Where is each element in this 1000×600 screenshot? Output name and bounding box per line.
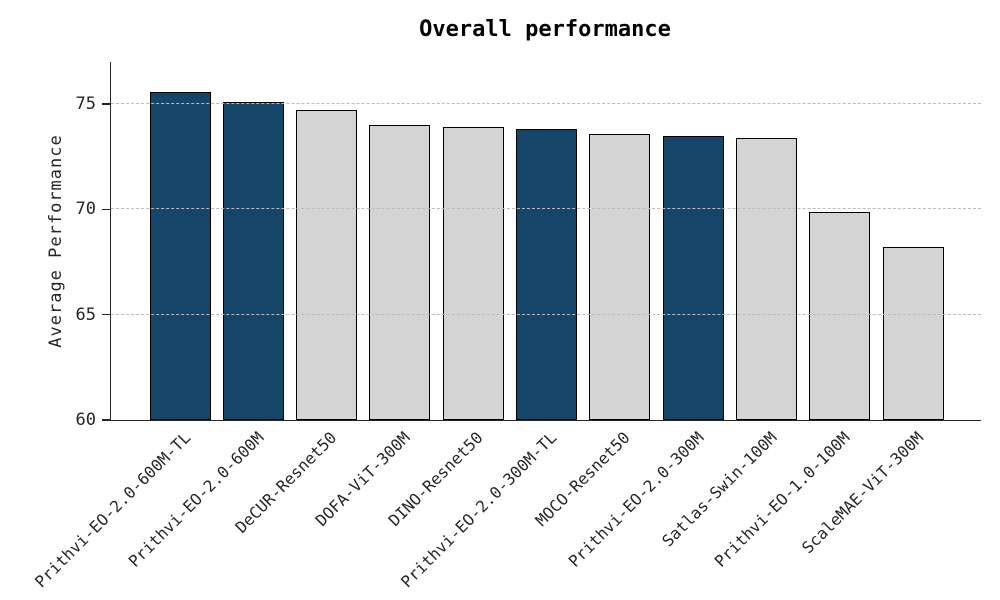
y-tick-mark-60 — [102, 419, 110, 421]
bar-DOFA-ViT-300M — [369, 125, 431, 420]
x-tick-label-ScaleMAE-ViT-300M: ScaleMAE-ViT-300M — [797, 428, 927, 558]
gridline-y-70 — [110, 208, 981, 210]
bar-Satlas-Swin-100M — [735, 137, 797, 420]
y-tick-mark-70 — [102, 208, 110, 211]
chart-title: Overall performance — [419, 17, 671, 42]
y-tick-label-75: 75 — [75, 94, 96, 115]
bar-Prithvi-EO-2.0-600M — [222, 102, 284, 420]
y-tick-mark-65 — [102, 313, 110, 316]
bar-ScaleMAE-ViT-300M — [882, 247, 944, 420]
y-tick-label-65: 65 — [75, 304, 96, 325]
bar-Prithvi-EO-2.0-300M-TL — [516, 129, 577, 420]
bar-DeCUR-Resnet50 — [296, 110, 358, 420]
plot-area — [109, 62, 981, 421]
bar-Prithvi-EO-2.0-600M-TL — [149, 91, 211, 420]
bar-DINO-Resnet50 — [442, 127, 504, 420]
x-tick-label-Prithvi-EO-1.0-100M: Prithvi-EO-1.0-100M — [710, 428, 854, 571]
x-tick-label-Prithvi-EO-2.0-600M-TL: Prithvi-EO-2.0-600M-TL — [30, 428, 194, 592]
x-tick-label-Prithvi-EO-2.0-300M: Prithvi-EO-2.0-300M — [564, 428, 708, 571]
bar-Prithvi-EO-2.0-300M — [662, 135, 724, 420]
x-tick-label-Prithvi-EO-2.0-600M: Prithvi-EO-2.0-600M — [124, 428, 268, 571]
x-tick-label-Prithvi-EO-2.0-300M-TL: Prithvi-EO-2.0-300M-TL — [397, 428, 561, 592]
gridline-y-75 — [110, 103, 981, 105]
bar-MOCO-Resnet50 — [589, 133, 651, 420]
y-tick-mark-75 — [102, 103, 110, 105]
y-tick-label-70: 70 — [75, 199, 96, 220]
bar-Prithvi-EO-1.0-100M — [809, 211, 871, 420]
y-tick-label-60: 60 — [75, 410, 96, 430]
gridline-y-65 — [110, 313, 981, 315]
